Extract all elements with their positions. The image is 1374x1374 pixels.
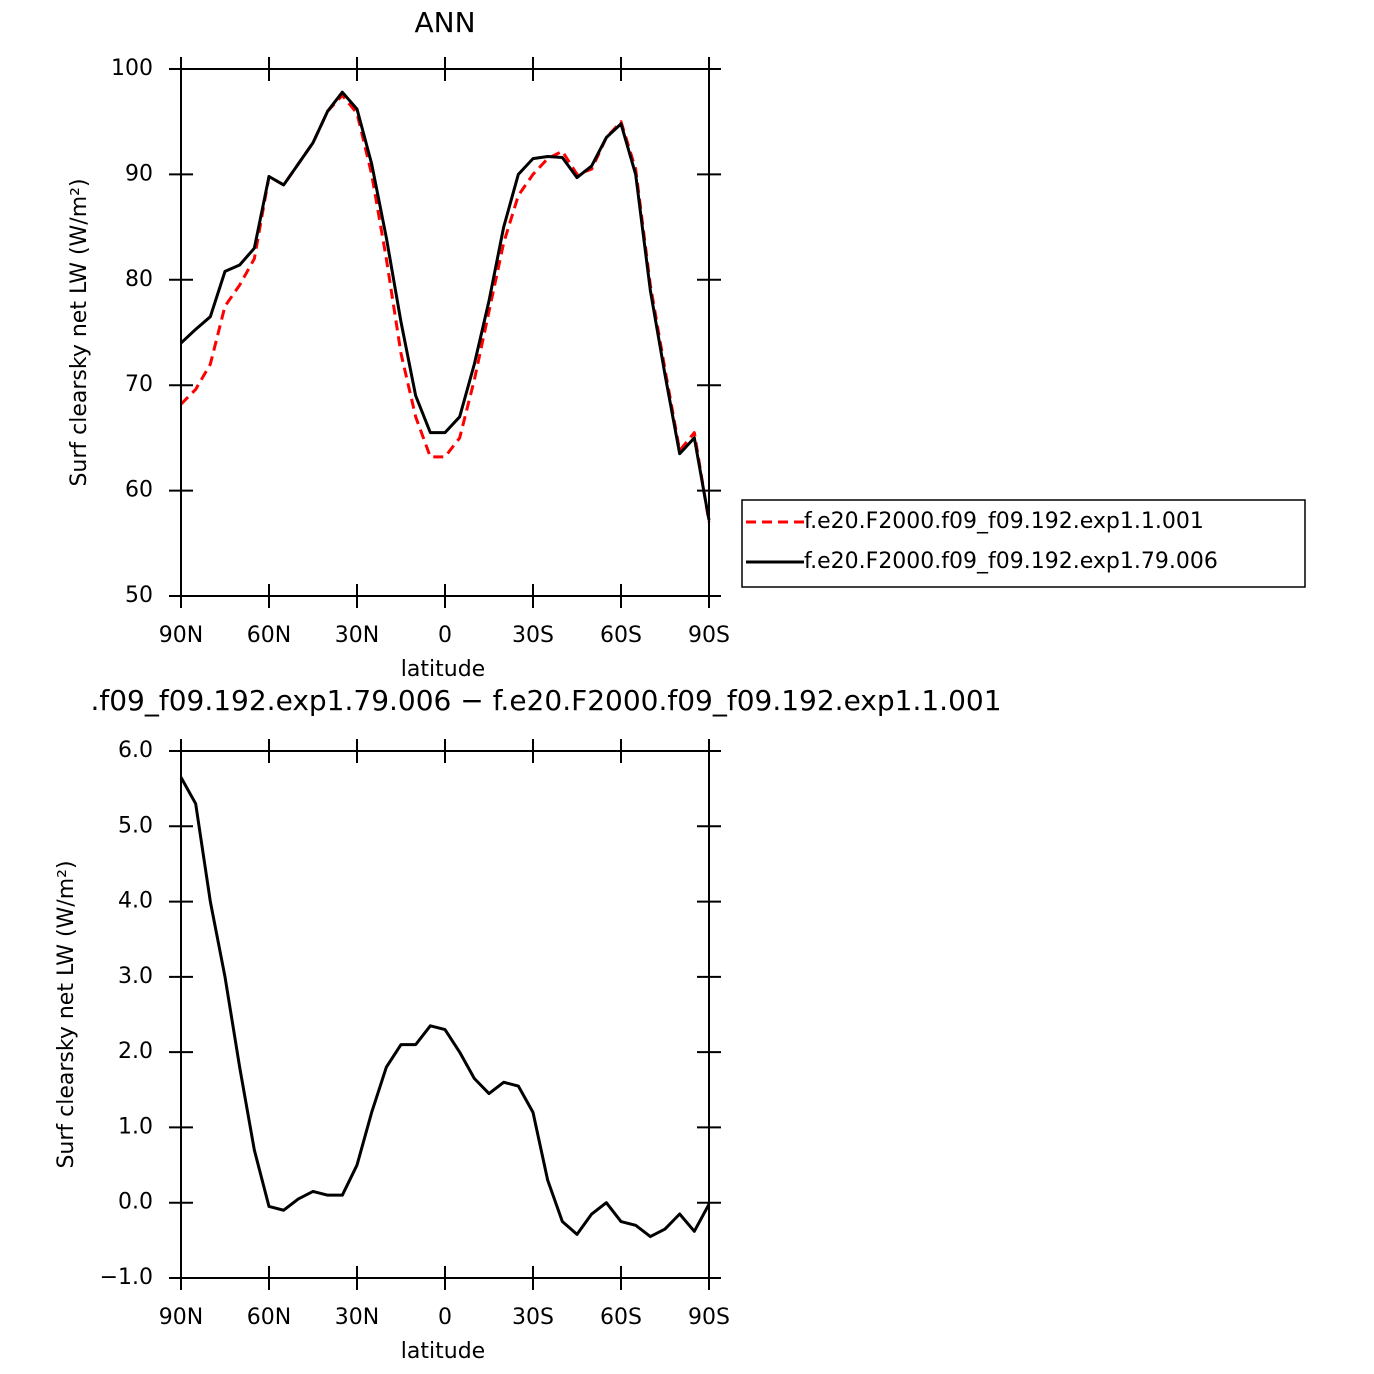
y-tick-label: 5.0 (118, 813, 153, 838)
x-tick-label: 90S (688, 623, 730, 648)
x-axis-label: latitude (401, 1339, 485, 1364)
y-tick-label: 50 (125, 583, 153, 608)
x-tick-label: 0 (438, 623, 452, 648)
x-tick-label: 60N (247, 623, 291, 648)
y-tick-label: −1.0 (100, 1265, 153, 1290)
x-tick-label: 90S (688, 1305, 730, 1330)
y-tick-label: 100 (111, 56, 153, 81)
legend-box (741, 499, 1306, 588)
chart-title: ANN (414, 6, 475, 39)
x-tick-label: 60S (600, 623, 642, 648)
chart-title: .f09_f09.192.exp1.79.006 − f.e20.F2000.f… (90, 684, 1001, 717)
x-tick-label: 30N (335, 623, 379, 648)
y-tick-label: 2.0 (118, 1039, 153, 1064)
y-tick-label: 1.0 (118, 1114, 153, 1139)
y-tick-label: 0.0 (118, 1190, 153, 1215)
y-tick-label: 90 (125, 161, 153, 186)
legend: f.e20.F2000.f09_f09.192.exp1.1.001 f.e20.… (741, 499, 1306, 588)
y-axis-label: Surf clearsky net LW (W/m²) (54, 860, 79, 1168)
x-tick-label: 60S (600, 1305, 642, 1330)
data-line (179, 776, 711, 1239)
plot-frame (180, 68, 710, 597)
y-tick-label: 6.0 (118, 738, 153, 763)
y-tick-label: 4.0 (118, 889, 153, 914)
x-tick-label: 0 (438, 1305, 452, 1330)
y-axis-label: Surf clearsky net LW (W/m²) (67, 178, 92, 486)
y-tick-label: 60 (125, 478, 153, 503)
data-line (179, 90, 711, 521)
legend-label: f.e20.F2000.f09_f09.192.exp1.1.001 (804, 509, 1204, 534)
y-tick-label: 70 (125, 372, 153, 397)
y-tick-label: 80 (125, 267, 153, 292)
x-tick-label: 90N (159, 1305, 203, 1330)
x-tick-label: 30N (335, 1305, 379, 1330)
x-tick-label: 90N (159, 623, 203, 648)
plot-frame (180, 750, 710, 1279)
x-tick-label: 30S (512, 623, 554, 648)
y-tick-label: 3.0 (118, 964, 153, 989)
legend-label: f.e20.F2000.f09_f09.192.exp1.79.006 (804, 549, 1218, 574)
x-axis-label: latitude (401, 657, 485, 682)
x-tick-label: 30S (512, 1305, 554, 1330)
x-tick-label: 60N (247, 1305, 291, 1330)
